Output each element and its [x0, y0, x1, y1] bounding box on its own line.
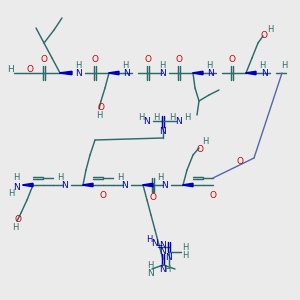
Polygon shape: [143, 183, 153, 187]
Text: H: H: [267, 25, 273, 34]
Text: N: N: [160, 128, 167, 136]
Text: H: H: [164, 265, 170, 274]
Text: N: N: [160, 241, 167, 250]
Text: O: O: [40, 56, 47, 64]
Text: N: N: [76, 70, 82, 79]
Text: O: O: [176, 56, 182, 64]
Text: O: O: [229, 56, 236, 64]
Text: H: H: [96, 112, 102, 121]
Text: H: H: [138, 112, 144, 122]
Polygon shape: [23, 183, 33, 187]
Text: H: H: [259, 61, 265, 70]
Text: O: O: [100, 190, 106, 200]
Text: H: H: [159, 61, 165, 70]
Text: H: H: [7, 64, 14, 74]
Text: H: H: [202, 137, 208, 146]
Text: O: O: [14, 215, 22, 224]
Text: O: O: [149, 194, 157, 202]
Text: H: H: [182, 251, 188, 260]
Text: H: H: [75, 61, 81, 70]
Text: H: H: [182, 244, 188, 253]
Text: H: H: [117, 172, 123, 182]
Text: O: O: [92, 56, 98, 64]
Text: O: O: [145, 56, 152, 64]
Text: N: N: [61, 182, 68, 190]
Text: H: H: [206, 61, 212, 70]
Polygon shape: [109, 71, 119, 75]
Text: N: N: [160, 248, 167, 256]
Text: H: H: [8, 190, 14, 199]
Text: N: N: [14, 182, 20, 191]
Polygon shape: [83, 183, 93, 187]
Text: N: N: [261, 70, 267, 79]
Text: =: =: [156, 242, 162, 251]
Text: N: N: [160, 265, 167, 274]
Text: N: N: [144, 116, 150, 125]
Text: N: N: [175, 116, 182, 125]
Polygon shape: [183, 183, 193, 187]
Polygon shape: [60, 71, 72, 75]
Text: H: H: [57, 172, 63, 182]
Text: O: O: [196, 145, 203, 154]
Text: H: H: [169, 113, 175, 122]
Text: N: N: [207, 70, 213, 79]
Text: H: H: [153, 113, 159, 122]
Text: H: H: [122, 61, 128, 70]
Text: H: H: [157, 172, 163, 182]
Text: N: N: [151, 239, 158, 248]
Text: O: O: [236, 158, 244, 166]
Text: H: H: [281, 61, 287, 70]
Text: O: O: [260, 32, 268, 40]
Polygon shape: [193, 71, 203, 75]
Text: O: O: [98, 103, 104, 112]
Polygon shape: [246, 71, 256, 75]
Text: N: N: [162, 182, 168, 190]
Text: N: N: [160, 70, 167, 79]
Text: O: O: [209, 190, 217, 200]
Text: N: N: [166, 253, 172, 262]
Text: O: O: [26, 64, 34, 74]
Text: N: N: [147, 269, 153, 278]
Text: H: H: [146, 235, 152, 244]
Text: N: N: [123, 70, 129, 79]
Text: H: H: [12, 224, 18, 232]
Text: N: N: [122, 182, 128, 190]
Text: H: H: [184, 113, 190, 122]
Text: H: H: [13, 173, 19, 182]
Text: H: H: [147, 260, 153, 269]
